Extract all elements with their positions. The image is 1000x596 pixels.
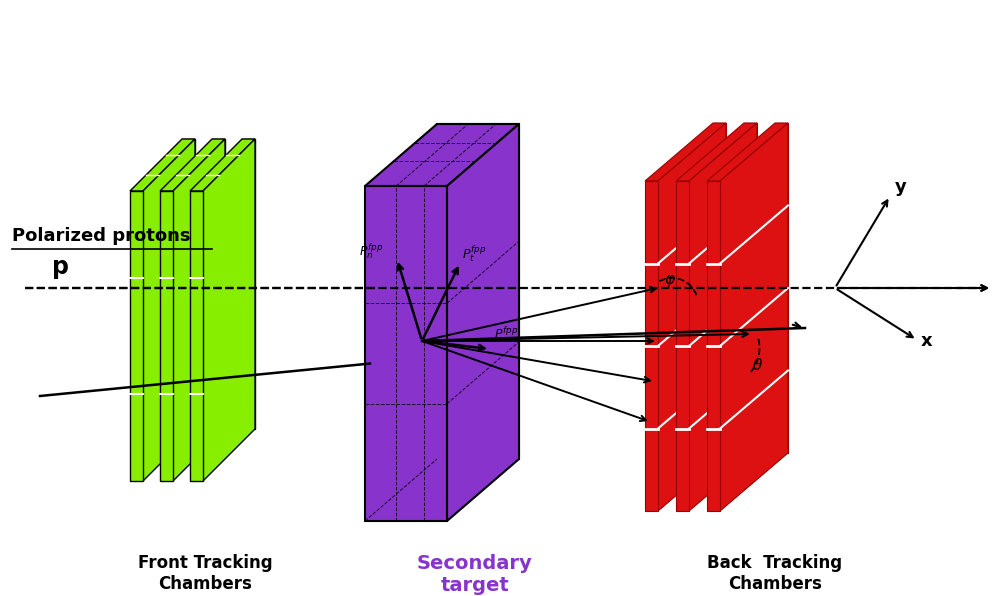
Polygon shape xyxy=(173,139,225,481)
Polygon shape xyxy=(242,139,255,429)
Polygon shape xyxy=(744,123,757,453)
Text: x: x xyxy=(921,332,933,350)
Text: $P^{fpp}$: $P^{fpp}$ xyxy=(494,326,518,342)
Polygon shape xyxy=(160,191,173,481)
Polygon shape xyxy=(143,139,195,481)
Text: Polarized protons: Polarized protons xyxy=(12,227,190,245)
Polygon shape xyxy=(437,124,519,459)
Polygon shape xyxy=(676,123,757,181)
Polygon shape xyxy=(645,123,726,181)
Polygon shape xyxy=(645,181,658,511)
Polygon shape xyxy=(775,123,788,453)
Polygon shape xyxy=(182,139,195,429)
Text: Back  Tracking
Chambers: Back Tracking Chambers xyxy=(707,554,843,593)
Polygon shape xyxy=(720,123,788,511)
Text: Front Tracking
Chambers: Front Tracking Chambers xyxy=(138,554,272,593)
Polygon shape xyxy=(160,139,225,191)
Polygon shape xyxy=(365,124,519,186)
Polygon shape xyxy=(676,181,689,511)
Text: $P_t^{fpp}$: $P_t^{fpp}$ xyxy=(462,244,486,265)
Polygon shape xyxy=(365,186,447,521)
Text: y: y xyxy=(895,178,907,196)
Polygon shape xyxy=(658,123,726,511)
Text: p: p xyxy=(52,255,69,279)
Text: Secondary
target: Secondary target xyxy=(417,554,533,595)
Polygon shape xyxy=(190,139,255,191)
Polygon shape xyxy=(212,139,225,429)
Polygon shape xyxy=(689,123,757,511)
Polygon shape xyxy=(130,191,143,481)
Text: $\theta$: $\theta$ xyxy=(752,357,763,373)
Polygon shape xyxy=(447,124,519,521)
Polygon shape xyxy=(707,123,788,181)
Polygon shape xyxy=(130,139,195,191)
Polygon shape xyxy=(190,191,203,481)
Polygon shape xyxy=(203,139,255,481)
Polygon shape xyxy=(707,181,720,511)
Polygon shape xyxy=(713,123,726,453)
Text: $P_n^{fpp}$: $P_n^{fpp}$ xyxy=(359,241,383,260)
Text: $\varphi$: $\varphi$ xyxy=(664,273,676,289)
